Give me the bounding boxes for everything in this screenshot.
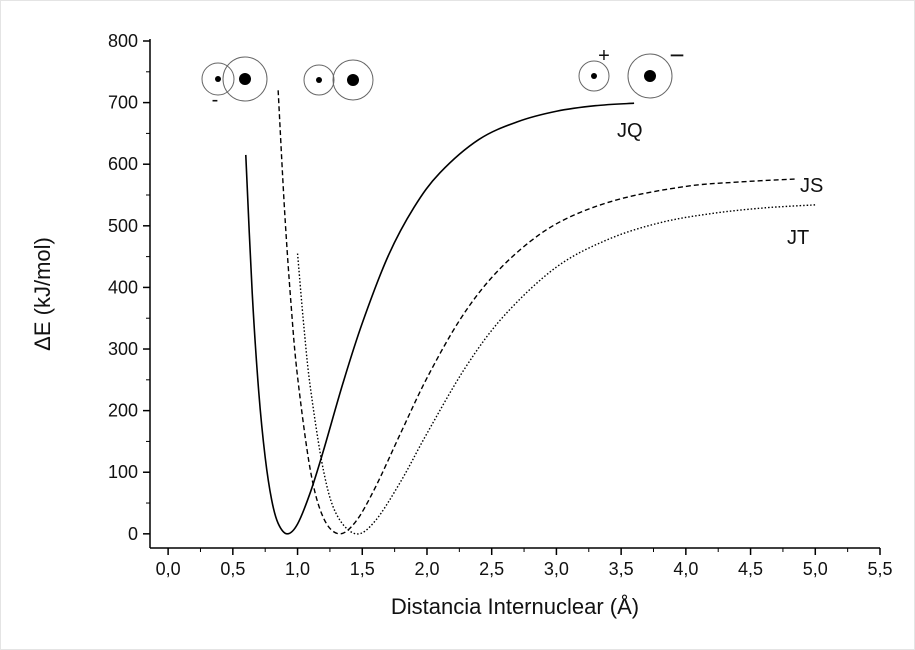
y-axis-title: ΔE (kJ/mol) (30, 237, 55, 351)
x-axis-title: Distancia Internuclear (Å) (391, 594, 639, 619)
x-tick-label: 3,5 (609, 559, 634, 579)
y-tick-label: 400 (108, 277, 138, 297)
x-tick-label: 1,5 (350, 559, 375, 579)
x-tick-label: 0,5 (220, 559, 245, 579)
y-tick-label: 0 (128, 524, 138, 544)
series-label: JT (787, 227, 809, 249)
charge-label: + (598, 45, 610, 67)
atom-nuclei (215, 70, 656, 86)
x-tick-label: 2,0 (414, 559, 439, 579)
series-label: JS (800, 175, 823, 197)
y-tick-label: 600 (108, 154, 138, 174)
charge-label: - (212, 89, 219, 111)
x-tick-label: 5,5 (867, 559, 892, 579)
x-tick-label: 3,0 (544, 559, 569, 579)
charge-label: − (669, 40, 684, 70)
x-tick-label: 1,0 (285, 559, 310, 579)
series-line (296, 204, 816, 535)
y-tick-label: 500 (108, 216, 138, 236)
x-tick-label: 4,0 (673, 559, 698, 579)
x-tick-label: 4,5 (738, 559, 763, 579)
y-tick-label: 200 (108, 401, 138, 421)
x-tick-label: 5,0 (803, 559, 828, 579)
series-line (244, 102, 635, 535)
y-tick-label: 300 (108, 339, 138, 359)
y-tick-label: 800 (108, 31, 138, 51)
x-tick-label: 0,0 (156, 559, 181, 579)
series-label: JQ (617, 120, 643, 142)
y-tick-label: 100 (108, 462, 138, 482)
x-tick-label: 2,5 (479, 559, 504, 579)
series-line (277, 90, 796, 535)
y-tick-label: 700 (108, 93, 138, 113)
atom-icons (201, 53, 673, 102)
